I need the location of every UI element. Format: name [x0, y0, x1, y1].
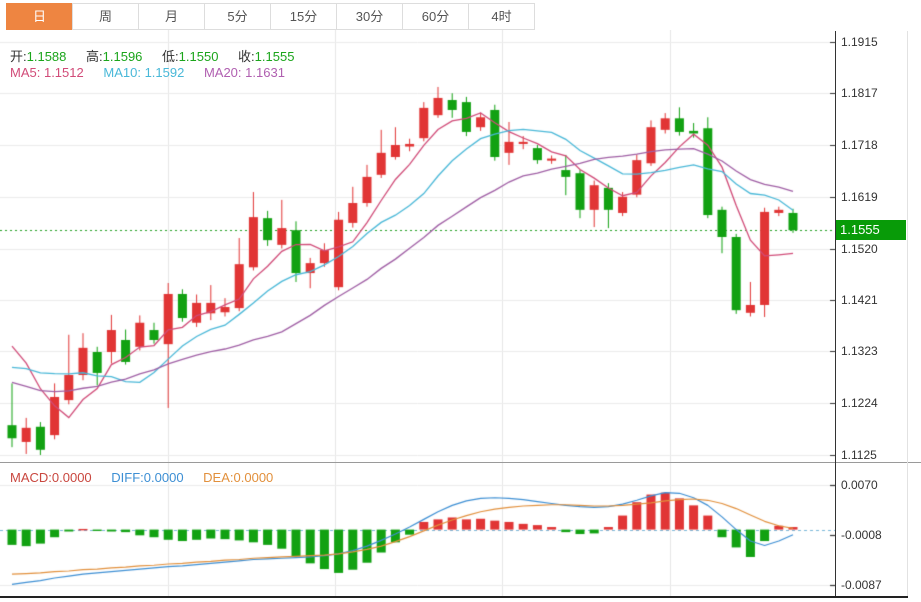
tab-5min[interactable]: 5分: [204, 3, 271, 30]
tab-30min[interactable]: 30分: [336, 3, 403, 30]
tab-month[interactable]: 月: [138, 3, 205, 30]
macd-legend: MACD:0.0000 DIFF:0.0000 DEA:0.0000: [10, 470, 289, 485]
last-price-badge: 1.1555: [836, 220, 906, 241]
ma20-value: MA20: 1.1631: [203, 65, 285, 80]
open-value: 开:1.1588: [10, 49, 67, 64]
ma10-value: MA10: 1.1592: [103, 65, 185, 80]
y-axis-label: 1.1224: [841, 396, 878, 411]
tab-week[interactable]: 周: [72, 3, 139, 30]
ma-legend: MA5: 1.1512 MA10: 1.1592 MA20: 1.1631: [10, 65, 301, 80]
y-axis-label: 1.1817: [841, 86, 878, 101]
tab-4hour[interactable]: 4时: [468, 3, 535, 30]
high-value: 高:1.1596: [86, 49, 143, 64]
y-axis-label: 1.1619: [841, 189, 878, 204]
y-axis-label: 1.1718: [841, 137, 878, 152]
candlestick-chart-canvas[interactable]: [0, 30, 835, 462]
y-axis-label: 1.1323: [841, 344, 878, 359]
tab-15min[interactable]: 15分: [270, 3, 337, 30]
chart-bottom-border: [0, 596, 908, 598]
macd-y-axis-label: -0.0008: [841, 527, 882, 542]
timeframe-tab-bar: 日周月 5分 15分 30分 60分 4时: [6, 3, 535, 31]
diff-value: DIFF:0.0000: [111, 470, 184, 485]
low-value: 低:1.1550: [162, 49, 219, 64]
macd-y-axis-label: -0.0087: [841, 577, 882, 592]
macd-chart-canvas[interactable]: [0, 463, 835, 596]
y-axis-label: 1.1421: [841, 293, 878, 308]
dea-value: DEA:0.0000: [203, 470, 274, 485]
y-axis-line: [835, 31, 836, 597]
macd-y-axis-label: 0.0070: [841, 478, 878, 492]
y-axis-label: 1.1520: [841, 241, 878, 256]
macd-value: MACD:0.0000: [10, 470, 92, 485]
panel-divider: [0, 462, 921, 463]
tab-day[interactable]: 日: [6, 3, 73, 30]
y-axis-label: 1.1915: [841, 35, 878, 49]
ohlc-legend: 开:1.1588 高:1.1596 低:1.1550 收:1.1555: [10, 46, 310, 65]
close-value: 收:1.1555: [238, 49, 295, 64]
axis-right-border: [907, 31, 908, 597]
tab-60min[interactable]: 60分: [402, 3, 469, 30]
y-axis-label: 1.1125: [841, 448, 877, 462]
ma5-value: MA5: 1.1512: [10, 65, 84, 80]
